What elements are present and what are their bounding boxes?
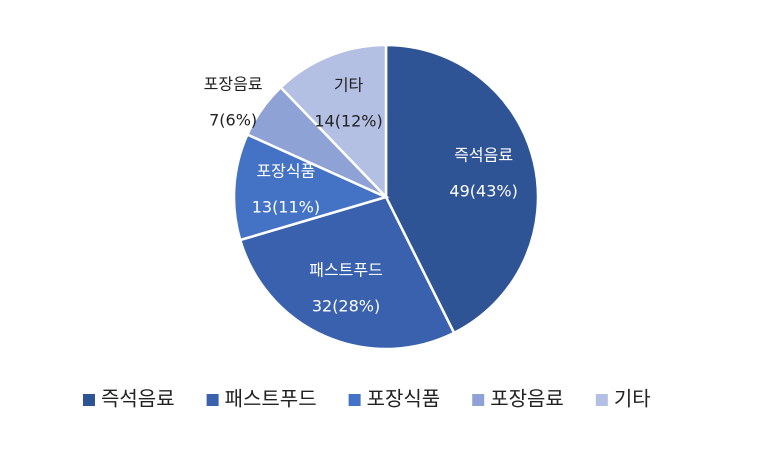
pie-slice xyxy=(232,132,390,242)
data-labels: 즉석음료 49(43%) 패스트푸드 32(28%) 포장식품 13(11%) 포장음료 7(… xyxy=(204,75,518,316)
legend-swatch xyxy=(206,394,219,406)
data-label-name: 즉석음료 xyxy=(454,145,513,164)
data-label-value: 14(12%) xyxy=(314,111,382,130)
legend-swatch xyxy=(83,394,95,406)
legend-label: 즉석음료 xyxy=(101,387,175,411)
legend-swatch xyxy=(348,394,361,406)
data-label-name: 기타 xyxy=(334,75,364,94)
data-label-value: 7(6%) xyxy=(209,111,257,130)
data-label-value: 13(11%) xyxy=(252,198,320,217)
legend-label: 포장식품 xyxy=(367,387,441,411)
data-label-name: 포장음료 xyxy=(204,75,263,94)
pie-slice xyxy=(238,195,456,351)
data-label-value: 49(43%) xyxy=(449,181,517,200)
legend-swatch xyxy=(472,394,485,406)
legend-label: 포장음료 xyxy=(490,387,564,411)
legend-label: 패스트푸드 xyxy=(225,387,317,411)
data-label-name: 패스트푸드 xyxy=(309,261,383,280)
legend-swatch xyxy=(595,394,608,406)
pie-slice xyxy=(278,43,388,201)
data-label-value: 32(28%) xyxy=(312,297,380,316)
pie xyxy=(232,43,540,351)
legend: 즉석음료 패스트푸드 포장식품 포장음료 기타 xyxy=(83,387,651,411)
data-label-name: 포장식품 xyxy=(256,162,315,181)
pie-slice xyxy=(384,43,540,335)
legend-label: 기타 xyxy=(614,387,651,411)
